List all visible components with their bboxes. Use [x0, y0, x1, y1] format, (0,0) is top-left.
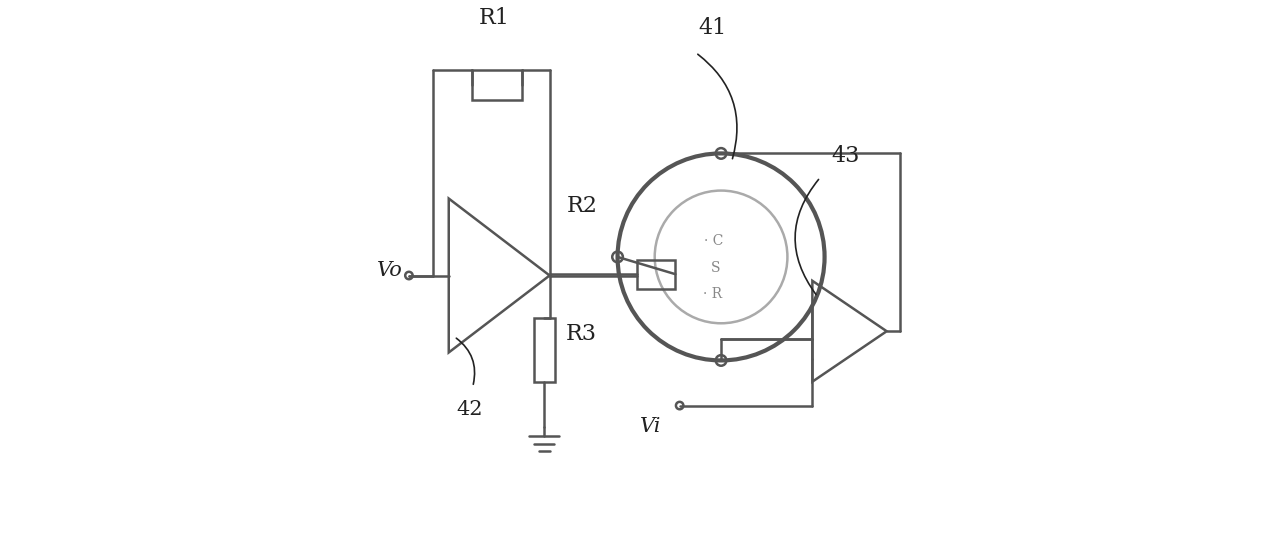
- Text: 42: 42: [456, 400, 483, 419]
- Text: R3: R3: [565, 323, 596, 345]
- Text: Vo: Vo: [377, 260, 402, 280]
- Text: 43: 43: [831, 144, 860, 166]
- Text: Vi: Vi: [640, 417, 660, 436]
- Text: S: S: [711, 260, 721, 274]
- Bar: [472, 70, 522, 100]
- Bar: [533, 318, 555, 382]
- Text: R2: R2: [567, 195, 598, 217]
- Text: R1: R1: [478, 6, 509, 28]
- Bar: [637, 259, 676, 289]
- Text: · C: · C: [704, 234, 723, 248]
- Text: 41: 41: [698, 17, 726, 39]
- Text: · R: · R: [703, 287, 722, 301]
